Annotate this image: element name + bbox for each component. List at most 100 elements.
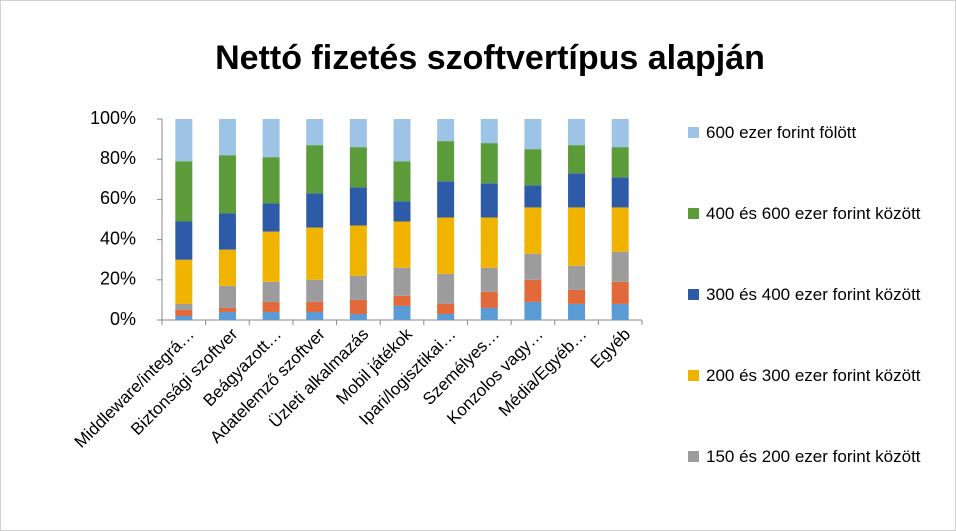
bar-segment [349,147,367,188]
legend-label: 150 és 200 ezer forint között [706,447,921,466]
bar-segment [262,157,280,204]
bar-segment [437,313,455,320]
y-tick-label: 60% [100,188,136,208]
y-tick-label: 80% [100,148,136,168]
bar-segment [611,281,629,304]
bar-segment [437,303,455,314]
bar-segment [306,119,324,146]
legend-swatch [688,370,699,381]
y-tick-label: 0% [110,309,136,329]
y-tick-label: 100% [90,108,136,128]
bar-segment [175,221,193,260]
bar-segment [393,267,411,296]
bar-segment [524,207,542,254]
bar-segment [524,279,542,302]
bar-segment [480,217,498,268]
bar-segment [349,275,367,300]
bar-segment [175,315,193,320]
bar-segment [524,119,542,150]
legend-swatch [688,127,699,138]
legend-swatch [688,208,699,219]
bar-segment [393,221,411,268]
bar-segment [175,259,193,304]
bar-segment [611,177,629,208]
bar-segment [262,231,280,282]
bar-segment [568,303,586,320]
bar-segment [568,173,586,208]
bar-segment [437,119,455,142]
legend-label: 600 ezer forint fölött [706,123,857,142]
bar-segment [349,299,367,314]
bar-segment [611,207,629,252]
legend-label: 200 és 300 ezer forint között [706,366,921,385]
bar-segment [218,307,236,312]
bar-segment [262,311,280,320]
bar-segment [393,119,411,162]
bar-segment [611,147,629,178]
bar-segment [480,267,498,292]
bar-segment [568,207,586,266]
bar-segment [306,311,324,320]
legend-entry: 600 ezer forint fölött [688,117,938,198]
bar-segment [175,303,193,310]
bar-segment [611,251,629,282]
y-tick-label: 20% [100,269,136,289]
bar-segment [306,227,324,280]
bar-segment [218,285,236,308]
bar-segment [568,119,586,146]
bar-segment [611,119,629,148]
legend-entry: 150 és 200 ezer forint között [688,441,938,522]
bar-segment [480,307,498,320]
bar-segment [262,203,280,232]
bar-segment [306,145,324,194]
bar-segment [524,149,542,186]
bar-segment [480,291,498,308]
bar-segment [306,193,324,228]
legend-entry: 200 és 300 ezer forint között [688,360,938,441]
bar-segment [349,313,367,320]
bar-segment [393,161,411,202]
bar-segment [524,253,542,280]
bar-segment [524,185,542,208]
bar-segment [218,311,236,320]
legend-label: 400 és 600 ezer forint között [706,204,921,223]
bar-segment [393,295,411,306]
bar-segment [218,213,236,250]
bar-segment [262,119,280,158]
bar-segment [349,225,367,276]
bar-segment [437,217,455,274]
chart-title: Nettó fizetés szoftvertípus alapján [215,39,765,77]
legend: 600 ezer forint fölött 400 és 600 ezer fo… [688,117,938,522]
bar-segment [611,303,629,320]
bar-segment [175,161,193,222]
bar-segment [480,183,498,218]
bar-segment [306,301,324,312]
legend-entry: 300 és 400 ezer forint között [688,279,938,360]
legend-entry: 400 és 600 ezer forint között [688,198,938,279]
bar-segment [568,289,586,304]
bar-segment [306,279,324,302]
bar-segment [393,201,411,222]
bar-segment [175,309,193,316]
legend-swatch [688,451,699,462]
bar-segment [480,143,498,184]
bar-segment [524,301,542,320]
bar-segment [349,119,367,148]
legend-swatch [688,289,699,300]
bar-segment [218,155,236,214]
bar-segment [393,305,411,320]
bar-segment [568,265,586,290]
bar-segment [262,281,280,302]
bar-segment [218,249,236,286]
bar-segment [568,145,586,174]
bar-segment [437,141,455,182]
bar-segment [349,187,367,226]
bar-segment [480,119,498,144]
bar-segment [437,273,455,304]
bar-segment [218,119,236,156]
y-tick-label: 40% [100,228,136,248]
legend-label: 300 és 400 ezer forint között [706,285,921,304]
